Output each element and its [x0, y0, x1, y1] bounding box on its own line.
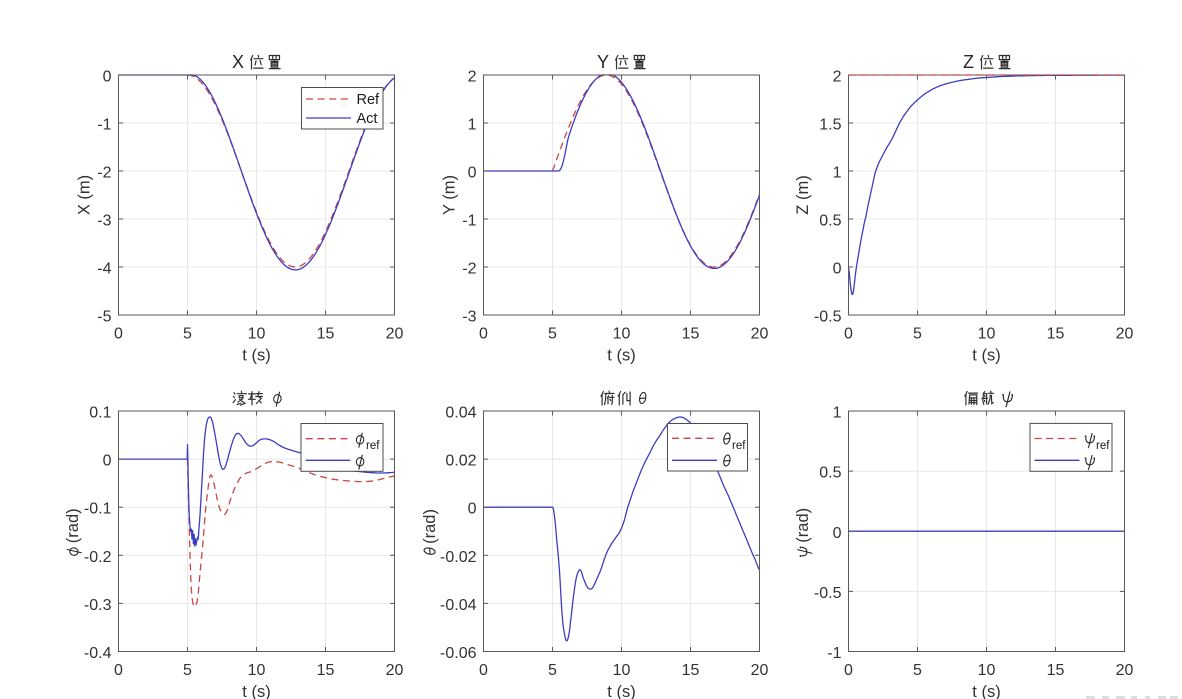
svg-text:20: 20 [386, 326, 404, 343]
svg-text:-3: -3 [97, 213, 111, 230]
svg-text:1: 1 [468, 117, 477, 134]
svg-text:15: 15 [682, 662, 700, 679]
svg-text:t (s): t (s) [607, 347, 635, 365]
svg-text:Y: Y [597, 52, 609, 72]
svg-text:0: 0 [114, 662, 123, 679]
svg-text:0.1: 0.1 [89, 405, 111, 422]
svg-text:5: 5 [913, 326, 922, 343]
svg-text:X (m): X (m) [76, 175, 94, 215]
svg-text:15: 15 [317, 662, 335, 679]
svg-text:10: 10 [248, 662, 266, 679]
svg-text:-1: -1 [827, 645, 841, 662]
svg-text:0: 0 [103, 453, 112, 470]
svg-text:0.04: 0.04 [445, 405, 476, 422]
svg-text:0.02: 0.02 [445, 453, 476, 470]
svg-text:ref: ref [732, 440, 746, 452]
svg-text:0.5: 0.5 [819, 213, 841, 230]
svg-text:(rad): (rad) [421, 509, 439, 544]
svg-text:10: 10 [613, 662, 631, 679]
svg-text:5: 5 [548, 662, 557, 679]
svg-text:t (s): t (s) [607, 683, 635, 699]
svg-text:-3: -3 [462, 309, 476, 326]
svg-text:Ref: Ref [357, 92, 381, 108]
svg-text:5: 5 [548, 326, 557, 343]
svg-text:20: 20 [386, 662, 404, 679]
svg-text:0: 0 [114, 326, 123, 343]
svg-text:2: 2 [833, 69, 842, 86]
svg-text:10: 10 [978, 326, 996, 343]
svg-text:-0.02: -0.02 [440, 549, 477, 566]
svg-text:-0.06: -0.06 [440, 645, 477, 662]
svg-text:0: 0 [468, 165, 477, 182]
svg-text:20: 20 [1116, 662, 1134, 679]
svg-text:ref: ref [366, 440, 380, 452]
svg-text:-1: -1 [462, 213, 476, 230]
svg-text:Y (m): Y (m) [441, 175, 459, 215]
svg-text:-4: -4 [97, 261, 111, 278]
svg-text:-2: -2 [97, 165, 111, 182]
svg-text:-0.5: -0.5 [814, 585, 842, 602]
svg-text:-1: -1 [97, 117, 111, 134]
svg-text:10: 10 [248, 326, 266, 343]
svg-text:20: 20 [1116, 326, 1134, 343]
svg-text:t (s): t (s) [972, 347, 1000, 365]
svg-text:Z (m): Z (m) [794, 175, 812, 214]
svg-text:0: 0 [833, 525, 842, 542]
svg-text:15: 15 [682, 326, 700, 343]
svg-text:0: 0 [103, 69, 112, 86]
svg-text:Z: Z [963, 52, 974, 72]
svg-text:20: 20 [751, 662, 769, 679]
svg-text:5: 5 [183, 326, 192, 343]
svg-text:2: 2 [468, 69, 477, 86]
svg-text:-0.1: -0.1 [84, 501, 112, 518]
svg-text:0: 0 [479, 662, 488, 679]
svg-text:5: 5 [913, 662, 922, 679]
svg-text:15: 15 [1047, 326, 1065, 343]
svg-text:t (s): t (s) [242, 347, 270, 365]
svg-text:-0.4: -0.4 [84, 645, 112, 662]
svg-text:20: 20 [751, 326, 769, 343]
svg-text:10: 10 [613, 326, 631, 343]
svg-text:0: 0 [844, 326, 853, 343]
svg-text:5: 5 [183, 662, 192, 679]
svg-text:15: 15 [1047, 662, 1065, 679]
svg-text:(rad): (rad) [64, 508, 82, 543]
svg-text:Act: Act [357, 111, 378, 127]
svg-text:10: 10 [978, 662, 996, 679]
svg-text:1.5: 1.5 [819, 117, 841, 134]
svg-text:0: 0 [844, 662, 853, 679]
svg-text:0: 0 [479, 326, 488, 343]
svg-text:0: 0 [833, 261, 842, 278]
svg-text:(rad): (rad) [794, 508, 812, 543]
svg-text:t (s): t (s) [972, 683, 1000, 699]
svg-text:1: 1 [833, 165, 842, 182]
svg-text:X: X [232, 52, 244, 72]
svg-text:-5: -5 [97, 309, 111, 326]
svg-text:t (s): t (s) [242, 683, 270, 699]
svg-text:-0.2: -0.2 [84, 549, 112, 566]
svg-text:-0.5: -0.5 [814, 309, 842, 326]
svg-text:0: 0 [468, 501, 477, 518]
svg-text:-0.3: -0.3 [84, 597, 112, 614]
svg-text:ref: ref [1096, 440, 1110, 452]
svg-text:15: 15 [317, 326, 335, 343]
svg-text:-0.04: -0.04 [440, 597, 477, 614]
svg-text:1: 1 [833, 405, 842, 422]
svg-text:0.5: 0.5 [819, 465, 841, 482]
svg-text:-2: -2 [462, 261, 476, 278]
